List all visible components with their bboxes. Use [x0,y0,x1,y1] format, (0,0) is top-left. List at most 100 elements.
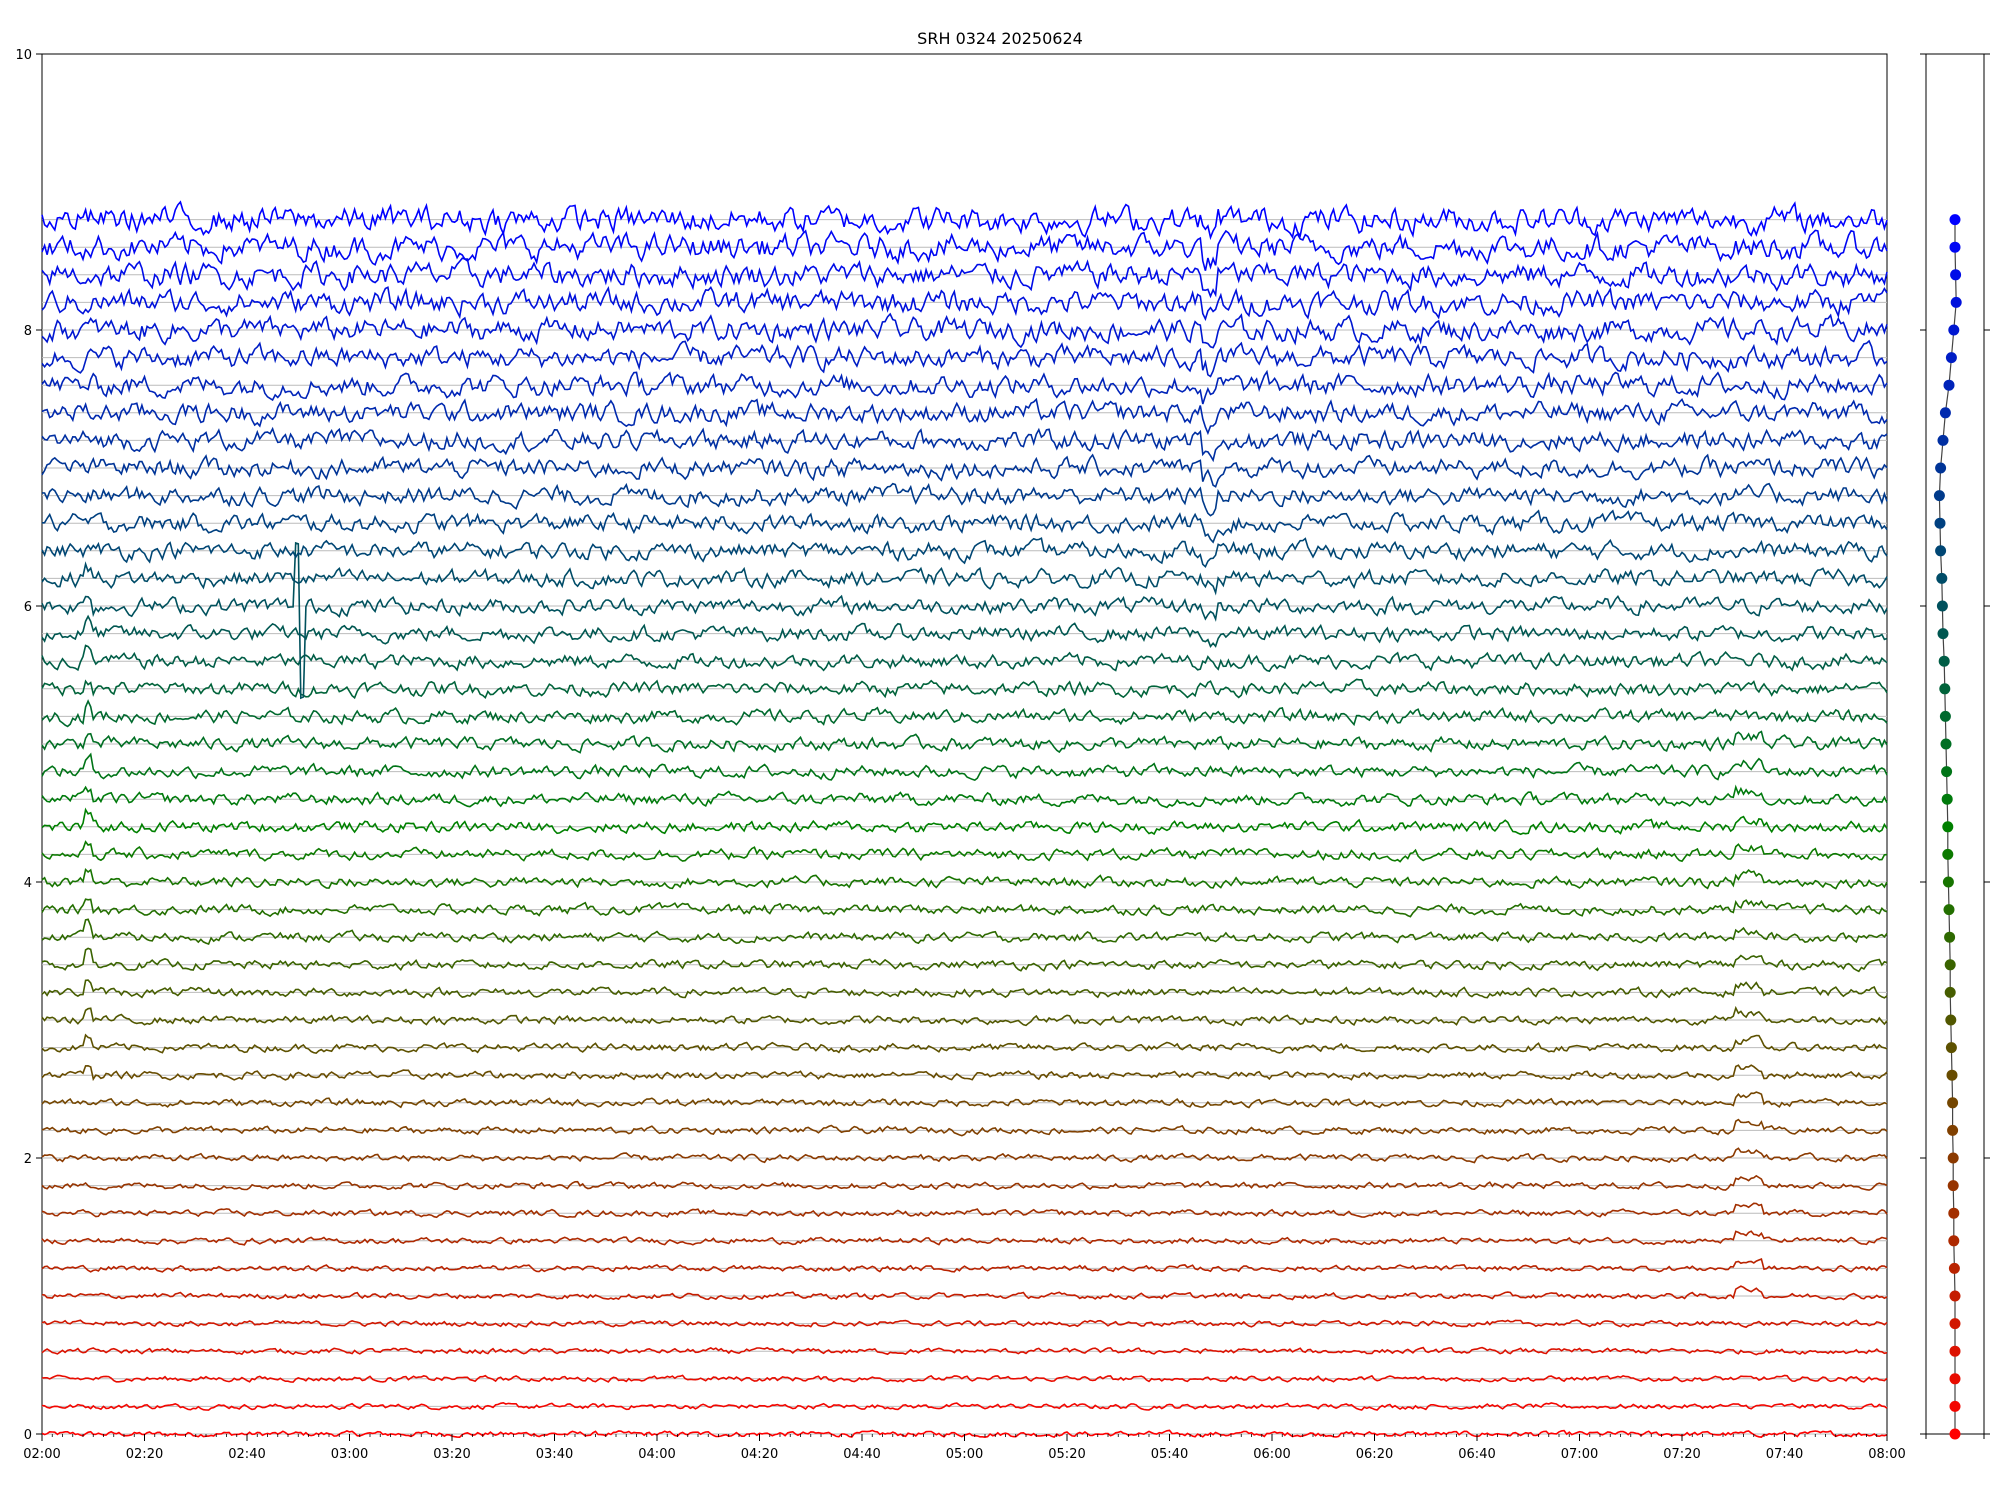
side-point-44 [1949,214,1961,226]
series-line-38 [41,369,1888,405]
x-tick-label-2: 02:40 [228,1447,265,1462]
x-tick-label-16: 07:20 [1663,1447,1700,1462]
side-point-19 [1943,904,1955,916]
grid-layer [42,219,1887,1435]
x-tick-label-7: 04:20 [741,1447,778,1462]
series-line-18 [41,918,1888,946]
side-point-6 [1948,1262,1960,1274]
series-line-34 [41,482,1888,517]
side-point-40 [1948,324,1960,336]
series-line-30 [41,541,1888,700]
x-tick-label-9: 05:00 [946,1447,983,1462]
side-point-21 [1942,848,1954,860]
series-layer [41,200,1888,1439]
y-tick-label-0: 0 [24,1428,32,1443]
x-tick-label-13: 06:20 [1356,1447,1393,1462]
side-point-10 [1947,1152,1959,1164]
side-point-20 [1942,876,1954,888]
series-line-42 [41,257,1888,299]
x-tick-label-11: 05:40 [1151,1447,1188,1462]
side-point-7 [1948,1235,1960,1247]
side-point-33 [1934,517,1946,529]
side-point-32 [1935,545,1947,557]
series-line-1 [41,1401,1888,1411]
series-line-7 [41,1230,1888,1246]
series-line-19 [41,898,1888,918]
series-line-13 [41,1064,1888,1082]
series-line-3 [41,1346,1888,1356]
x-tick-label-14: 06:40 [1458,1447,1495,1462]
side-point-13 [1946,1069,1958,1081]
series-line-4 [41,1319,1888,1329]
series-line-24 [41,752,1888,781]
side-point-42 [1950,269,1962,281]
series-line-28 [41,644,1888,673]
side-point-30 [1936,600,1948,612]
series-line-14 [41,1033,1888,1054]
series-line-21 [41,840,1888,863]
series-line-12 [41,1091,1888,1109]
series-line-35 [41,453,1888,488]
side-point-2 [1949,1373,1961,1385]
x-tick-label-4: 03:20 [433,1447,470,1462]
series-line-9 [41,1174,1888,1191]
series-line-26 [41,699,1888,728]
series-line-8 [41,1202,1888,1219]
x-tick-label-17: 07:40 [1766,1447,1803,1462]
side-point-5 [1949,1290,1961,1302]
side-point-31 [1936,572,1948,584]
side-point-4 [1949,1318,1961,1330]
series-line-17 [41,947,1888,973]
side-point-43 [1949,241,1961,253]
series-line-20 [41,868,1888,890]
series-line-27 [41,678,1888,700]
series-line-16 [41,979,1888,999]
side-point-26 [1939,710,1951,722]
x-tick-label-12: 06:00 [1253,1447,1290,1462]
series-line-15 [41,1005,1888,1027]
side-point-22 [1942,821,1954,833]
series-line-10 [41,1147,1888,1164]
side-point-27 [1939,683,1951,695]
side-point-24 [1941,766,1953,778]
series-line-31 [41,561,1888,596]
side-point-8 [1948,1207,1960,1219]
series-line-36 [41,426,1888,463]
side-point-39 [1945,352,1957,364]
series-line-37 [41,397,1888,436]
x-tick-label-18: 08:00 [1868,1447,1905,1462]
series-line-39 [41,339,1888,378]
side-point-16 [1944,986,1956,998]
x-tick-label-6: 04:00 [638,1447,675,1462]
series-line-6 [41,1258,1888,1273]
x-tick-label-5: 03:40 [536,1447,573,1462]
side-layer [1933,214,1962,1440]
side-point-1 [1949,1400,1961,1412]
series-line-43 [41,229,1888,271]
side-point-38 [1943,379,1955,391]
side-point-15 [1945,1014,1957,1026]
side-point-14 [1945,1042,1957,1054]
side-point-37 [1939,407,1951,419]
x-tick-label-8: 04:40 [843,1447,880,1462]
series-line-29 [41,614,1888,648]
side-point-28 [1938,655,1950,667]
x-tick-label-1: 02:20 [126,1447,163,1462]
side-point-3 [1949,1345,1961,1357]
series-line-23 [41,784,1888,809]
x-tick-label-10: 05:20 [1048,1447,1085,1462]
side-point-12 [1947,1097,1959,1109]
side-point-11 [1947,1124,1959,1136]
series-line-5 [41,1285,1888,1301]
chart-title: SRH 0324 20250624 [917,29,1083,48]
side-point-35 [1935,462,1947,474]
y-tick-label-1: 2 [24,1152,32,1167]
side-point-17 [1944,959,1956,971]
y-tick-label-5: 10 [15,48,32,63]
side-point-25 [1940,738,1952,750]
side-point-36 [1937,434,1949,446]
x-tick-label-15: 07:00 [1561,1447,1598,1462]
side-point-18 [1944,931,1956,943]
y-tick-label-2: 4 [24,876,32,891]
